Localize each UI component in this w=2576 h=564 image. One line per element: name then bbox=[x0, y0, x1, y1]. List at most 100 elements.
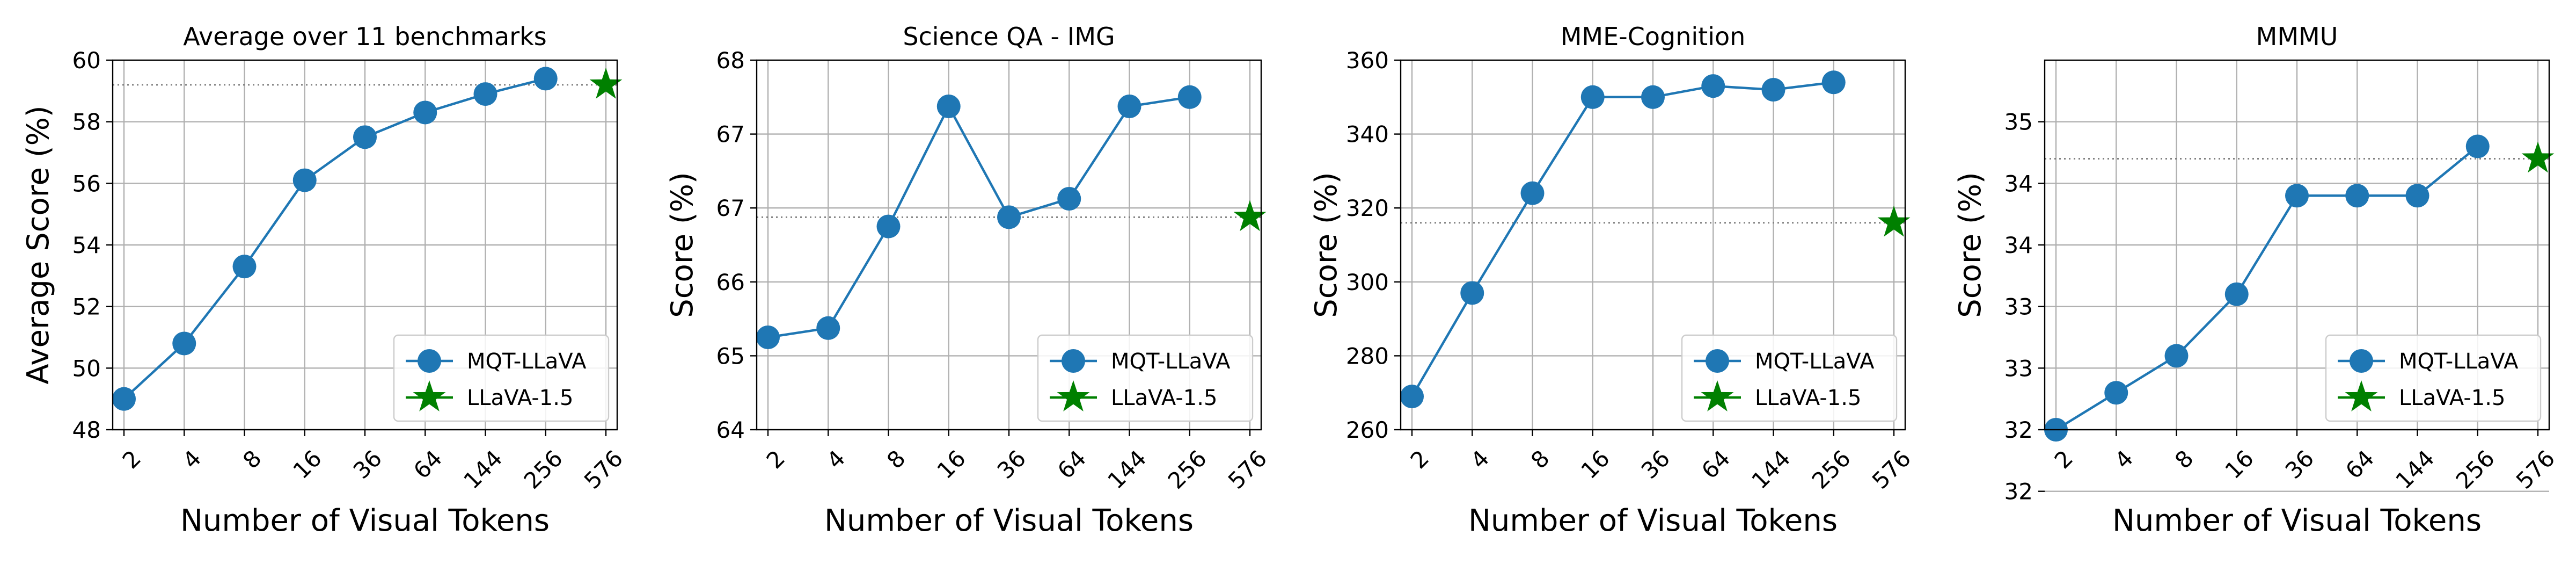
mqt-llava-point bbox=[292, 168, 317, 192]
mqt-llava-point bbox=[2345, 184, 2369, 208]
legend-llava-marker bbox=[2345, 380, 2378, 411]
x-tick-label: 576 bbox=[579, 445, 628, 494]
x-tick-label: 2 bbox=[762, 445, 791, 474]
y-axis-label: Average Score (%) bbox=[21, 105, 56, 384]
mqt-llava-point bbox=[353, 125, 377, 149]
legend-llava-marker bbox=[1701, 380, 1734, 411]
x-tick-label: 256 bbox=[1807, 445, 1856, 494]
legend-label-llava-1-5: LLaVA-1.5 bbox=[467, 386, 573, 410]
y-tick-label: 52 bbox=[72, 294, 101, 320]
x-tick-label: 256 bbox=[519, 445, 568, 494]
legend: MQT-LLaVA LLaVA-1.5 bbox=[393, 334, 610, 422]
y-tick-label: 33 bbox=[2004, 294, 2033, 320]
llava-1-5-point bbox=[2521, 141, 2555, 173]
legend-mqt-marker bbox=[1706, 349, 1729, 373]
legend-label-mqt-llava: MQT-LLaVA bbox=[2399, 349, 2519, 374]
legend-llava-marker bbox=[1057, 380, 1090, 411]
chart-panel-2: 64 65 66 67 67 68 2 4 8 16 36 64 144 256 576 Science QA… bbox=[665, 22, 1272, 538]
x-tick-label: 144 bbox=[458, 445, 507, 494]
mqt-llava-point bbox=[2285, 184, 2309, 208]
y-axis-label: Score (%) bbox=[1309, 172, 1344, 318]
legend-mqt-marker bbox=[1062, 349, 1085, 373]
legend-mqt-marker bbox=[418, 349, 441, 373]
x-tick-label: 36 bbox=[1636, 445, 1675, 483]
x-tick-label: 36 bbox=[992, 445, 1031, 483]
y-tick-label: 34 bbox=[2004, 232, 2033, 258]
legend-box bbox=[393, 334, 610, 422]
x-axis-label: Number of Visual Tokens bbox=[1468, 503, 1838, 538]
x-tick-label: 8 bbox=[2170, 445, 2199, 474]
legend-box bbox=[1037, 334, 1254, 422]
mqt-llava-point bbox=[756, 326, 780, 349]
x-axis-label: Number of Visual Tokens bbox=[180, 503, 550, 538]
y-axis-label: Score (%) bbox=[1953, 172, 1988, 318]
x-tick-label: 16 bbox=[1576, 445, 1614, 483]
legend: MQT-LLaVA LLaVA-1.5 bbox=[2325, 334, 2542, 422]
legend-box bbox=[1681, 334, 1898, 422]
mqt-llava-point bbox=[1701, 74, 1725, 98]
y-tick-label: 60 bbox=[72, 47, 101, 74]
x-tick-label: 8 bbox=[882, 445, 911, 474]
x-tick-label: 36 bbox=[2280, 445, 2319, 483]
y-tick-label: 64 bbox=[716, 417, 745, 443]
chart-panel-4: 32 32 33 33 34 34 35 2 4 8 16 36 64 144 256 576 MMMU Numb… bbox=[1953, 22, 2560, 538]
legend-mqt-marker bbox=[2350, 349, 2373, 373]
mqt-llava-point bbox=[2224, 282, 2249, 306]
y-tick-label: 56 bbox=[72, 170, 101, 197]
x-tick-label: 16 bbox=[2220, 445, 2258, 483]
x-tick-label: 144 bbox=[1746, 445, 1795, 494]
legend: MQT-LLaVA LLaVA-1.5 bbox=[1037, 334, 1254, 422]
x-tick-label: 64 bbox=[408, 445, 447, 483]
mqt-llava-point bbox=[1821, 70, 1846, 95]
mqt-llava-point bbox=[876, 214, 901, 238]
x-tick-label: 4 bbox=[822, 445, 851, 474]
mqt-llava-point bbox=[936, 95, 961, 118]
legend-label-mqt-llava: MQT-LLaVA bbox=[1111, 349, 1231, 374]
plot-frame bbox=[2044, 59, 2550, 431]
mqt-llava-point bbox=[1520, 181, 1545, 205]
chart-panel-3: 260 280 300 320 340 360 2 4 8 16 36 64 144 256 576 MME-… bbox=[1309, 22, 1916, 538]
llava-1-5-point bbox=[1877, 205, 1911, 237]
y-tick-label: 360 bbox=[1346, 47, 1389, 74]
y-tick-label: 280 bbox=[1346, 343, 1389, 369]
x-axis-label: Number of Visual Tokens bbox=[824, 503, 1194, 538]
mqt-llava-point bbox=[172, 331, 196, 356]
llava-1-5-point bbox=[1233, 200, 1267, 232]
mqt-llava-point bbox=[1460, 281, 1484, 305]
x-tick-label: 2 bbox=[2050, 445, 2079, 474]
mqt-llava-point bbox=[1641, 85, 1665, 109]
plot-frame bbox=[756, 59, 1262, 431]
legend-label-mqt-llava: MQT-LLaVA bbox=[1755, 349, 1875, 374]
legend-llava-marker bbox=[413, 380, 446, 411]
x-tick-label: 8 bbox=[1526, 445, 1555, 474]
mqt-llava-point bbox=[1400, 385, 1424, 409]
plot-frame bbox=[1400, 59, 1906, 431]
x-tick-label: 144 bbox=[2390, 445, 2439, 494]
legend-label-llava-1-5: LLaVA-1.5 bbox=[1111, 386, 1217, 410]
mqt-llava-point bbox=[232, 255, 257, 279]
x-tick-label: 8 bbox=[238, 445, 267, 474]
y-tick-label: 33 bbox=[2004, 355, 2033, 381]
mqt-llava-point bbox=[1117, 95, 1141, 118]
y-tick-label: 67 bbox=[716, 195, 745, 221]
mqt-llava-point bbox=[1580, 85, 1605, 109]
y-tick-label: 32 bbox=[2004, 417, 2033, 443]
y-tick-label: 34 bbox=[2004, 170, 2033, 197]
x-tick-label: 2 bbox=[118, 445, 147, 474]
legend-label-mqt-llava: MQT-LLaVA bbox=[467, 349, 587, 374]
mqt-llava-point bbox=[1177, 85, 1202, 109]
x-tick-label: 144 bbox=[1102, 445, 1151, 494]
x-tick-label: 256 bbox=[1163, 445, 1212, 494]
y-tick-label: 340 bbox=[1346, 121, 1389, 148]
x-tick-label: 256 bbox=[2451, 445, 2500, 494]
x-tick-label: 576 bbox=[1867, 445, 1916, 494]
plot-frame bbox=[112, 59, 618, 431]
mqt-llava-point bbox=[2104, 381, 2128, 405]
y-axis-label: Score (%) bbox=[665, 172, 700, 318]
legend-box bbox=[2325, 334, 2542, 422]
y-tick-label: 48 bbox=[72, 417, 101, 443]
y-tick-label: 66 bbox=[716, 269, 745, 295]
mqt-llava-point bbox=[816, 316, 840, 340]
